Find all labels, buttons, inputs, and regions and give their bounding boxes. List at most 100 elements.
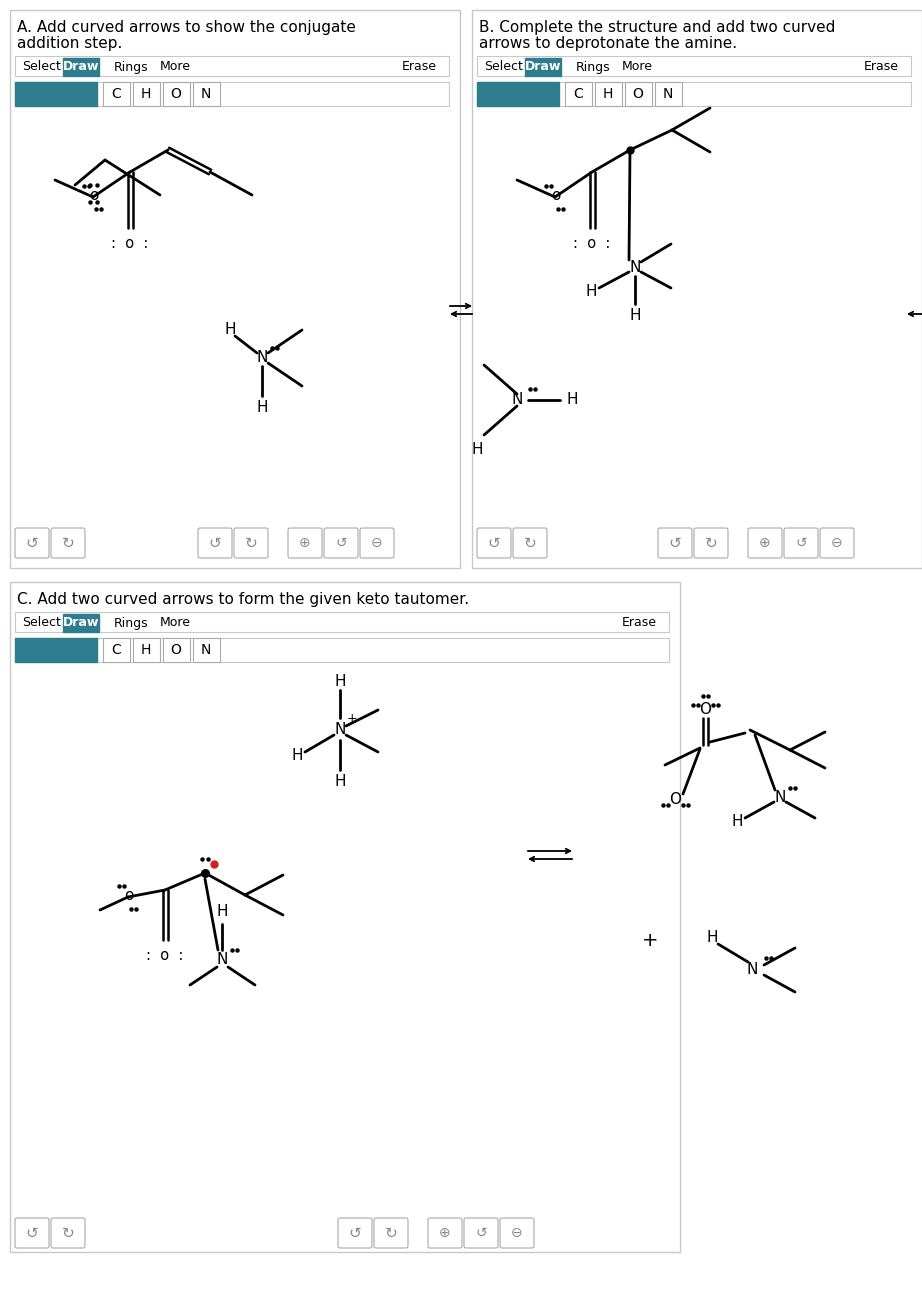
Text: More: More (160, 61, 191, 74)
Text: :  o  :: : o : (112, 236, 148, 252)
Text: addition step.: addition step. (17, 36, 123, 50)
FancyBboxPatch shape (477, 81, 559, 106)
FancyBboxPatch shape (163, 638, 190, 662)
FancyBboxPatch shape (694, 528, 728, 558)
FancyBboxPatch shape (133, 81, 160, 106)
Text: ⊖: ⊖ (511, 1226, 523, 1240)
FancyBboxPatch shape (748, 528, 782, 558)
Text: ↺: ↺ (488, 535, 501, 550)
FancyBboxPatch shape (193, 81, 220, 106)
FancyBboxPatch shape (374, 1218, 408, 1248)
Text: N: N (201, 87, 211, 101)
Text: ↺: ↺ (26, 535, 39, 550)
Text: N: N (746, 963, 758, 978)
Text: +: + (642, 930, 658, 950)
FancyBboxPatch shape (15, 638, 97, 662)
Text: Rings: Rings (114, 616, 148, 629)
Text: N: N (335, 722, 346, 738)
Text: N: N (663, 87, 673, 101)
Text: ↺: ↺ (795, 536, 807, 550)
Text: O: O (699, 703, 711, 717)
Text: ⊖: ⊖ (832, 536, 843, 550)
Text: H: H (706, 930, 717, 946)
Text: H: H (603, 87, 613, 101)
FancyBboxPatch shape (477, 528, 511, 558)
FancyBboxPatch shape (324, 528, 358, 558)
Text: A. Add curved arrows to show the conjugate: A. Add curved arrows to show the conjuga… (17, 19, 356, 35)
FancyBboxPatch shape (464, 1218, 498, 1248)
FancyBboxPatch shape (234, 528, 268, 558)
FancyBboxPatch shape (288, 528, 322, 558)
Text: Rings: Rings (576, 61, 610, 74)
Text: C: C (573, 87, 583, 101)
Text: H: H (291, 748, 302, 764)
Text: ↻: ↻ (524, 535, 537, 550)
Text: H: H (256, 401, 267, 416)
Text: ⊕: ⊕ (759, 536, 771, 550)
Text: N: N (217, 952, 228, 968)
Text: More: More (160, 616, 191, 629)
Text: H: H (731, 814, 743, 829)
Text: ↻: ↻ (244, 535, 257, 550)
Text: ↺: ↺ (208, 535, 221, 550)
Text: H: H (141, 87, 151, 101)
FancyBboxPatch shape (63, 58, 99, 76)
Text: N: N (774, 791, 786, 805)
FancyBboxPatch shape (428, 1218, 462, 1248)
FancyBboxPatch shape (360, 528, 394, 558)
Text: Rings: Rings (114, 61, 148, 74)
FancyBboxPatch shape (51, 528, 85, 558)
Text: N: N (201, 643, 211, 658)
Text: Select: Select (22, 616, 61, 629)
Text: ↻: ↻ (62, 535, 75, 550)
Text: C: C (112, 87, 121, 101)
FancyBboxPatch shape (500, 1218, 534, 1248)
Text: :  o  :: : o : (147, 948, 183, 964)
Text: ↻: ↻ (704, 535, 717, 550)
FancyBboxPatch shape (10, 581, 680, 1252)
Text: H: H (585, 284, 597, 300)
Text: ↺: ↺ (668, 535, 681, 550)
Text: Erase: Erase (402, 61, 437, 74)
FancyBboxPatch shape (784, 528, 818, 558)
FancyBboxPatch shape (565, 81, 592, 106)
FancyBboxPatch shape (51, 1218, 85, 1248)
FancyBboxPatch shape (625, 81, 652, 106)
FancyBboxPatch shape (15, 81, 97, 106)
Text: More: More (622, 61, 653, 74)
Text: ↺: ↺ (336, 536, 347, 550)
Text: O: O (669, 792, 681, 808)
Text: H: H (217, 904, 228, 920)
FancyBboxPatch shape (103, 638, 130, 662)
Text: ↺: ↺ (475, 1226, 487, 1240)
FancyBboxPatch shape (103, 81, 130, 106)
Text: O: O (632, 87, 644, 101)
Text: O: O (171, 643, 182, 658)
Text: arrows to deprotonate the amine.: arrows to deprotonate the amine. (479, 36, 737, 50)
FancyBboxPatch shape (163, 81, 190, 106)
Text: Draw: Draw (63, 616, 100, 629)
Text: ⊖: ⊖ (372, 536, 383, 550)
Text: Draw: Draw (525, 61, 561, 74)
FancyBboxPatch shape (658, 528, 692, 558)
FancyBboxPatch shape (133, 638, 160, 662)
Text: Draw: Draw (63, 61, 100, 74)
Text: :  o  :: : o : (573, 236, 610, 252)
Text: H: H (471, 442, 483, 457)
Text: o: o (89, 189, 99, 204)
Text: H: H (141, 643, 151, 658)
FancyBboxPatch shape (525, 58, 561, 76)
Text: Erase: Erase (622, 616, 657, 629)
Text: O: O (171, 87, 182, 101)
Text: ⊕: ⊕ (299, 536, 311, 550)
FancyBboxPatch shape (595, 81, 622, 106)
Text: Erase: Erase (864, 61, 899, 74)
FancyBboxPatch shape (15, 1218, 49, 1248)
Text: o: o (124, 889, 134, 903)
Text: Select: Select (484, 61, 523, 74)
FancyBboxPatch shape (15, 528, 49, 558)
FancyBboxPatch shape (513, 528, 547, 558)
Text: C: C (112, 643, 121, 658)
Text: N: N (256, 350, 267, 366)
Text: ↺: ↺ (349, 1226, 361, 1240)
